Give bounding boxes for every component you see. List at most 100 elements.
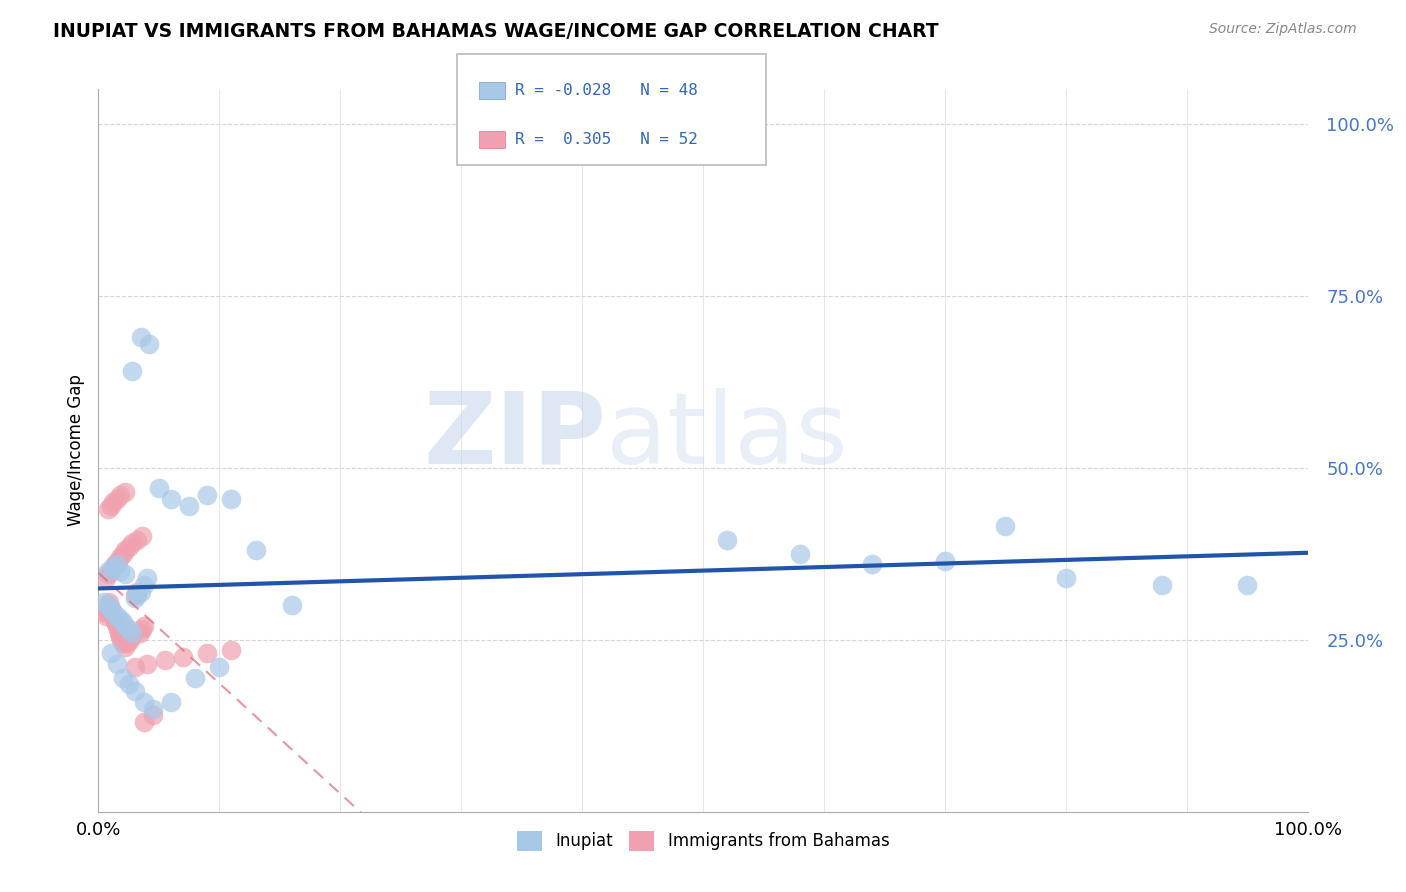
Point — [105, 491, 128, 506]
Point — [108, 564, 131, 578]
Point — [107, 623, 129, 637]
Point — [135, 657, 157, 671]
Point — [184, 671, 207, 685]
Point — [97, 599, 120, 613]
Point — [142, 708, 165, 723]
Point — [111, 636, 134, 650]
Point — [101, 605, 124, 619]
Point — [97, 564, 120, 578]
Point — [100, 605, 122, 619]
Point — [93, 595, 115, 609]
Point — [124, 588, 146, 602]
Point — [114, 640, 136, 654]
Point — [1152, 577, 1174, 591]
Point — [108, 550, 131, 565]
Point — [934, 553, 956, 567]
Point — [101, 608, 124, 623]
Text: ZIP: ZIP — [423, 387, 606, 484]
Point — [124, 684, 146, 698]
Point — [208, 660, 231, 674]
Point — [138, 336, 160, 351]
Point — [97, 567, 120, 582]
Point — [160, 491, 183, 506]
Point — [101, 495, 124, 509]
Point — [121, 625, 143, 640]
Point — [127, 533, 149, 547]
Point — [101, 560, 124, 574]
Point — [114, 567, 136, 582]
Point — [153, 653, 176, 667]
Point — [118, 632, 141, 647]
Point — [111, 547, 134, 561]
Point — [98, 595, 121, 609]
Legend: Inupiat, Immigrants from Bahamas: Inupiat, Immigrants from Bahamas — [510, 824, 896, 857]
Point — [195, 647, 218, 661]
Point — [129, 330, 152, 344]
Point — [107, 553, 129, 567]
Point — [100, 499, 122, 513]
Point — [127, 588, 149, 602]
Point — [134, 695, 156, 709]
Point — [104, 615, 127, 630]
Point — [97, 599, 120, 613]
Point — [195, 488, 218, 502]
Point — [179, 499, 201, 513]
Text: atlas: atlas — [606, 387, 848, 484]
Point — [121, 364, 143, 378]
Point — [131, 623, 153, 637]
Point — [118, 540, 141, 554]
Point — [108, 612, 131, 626]
Point — [93, 605, 115, 619]
Point — [94, 571, 117, 585]
Text: R = -0.028   N = 48: R = -0.028 N = 48 — [515, 83, 697, 98]
Point — [114, 619, 136, 633]
Point — [118, 677, 141, 691]
Point — [1236, 577, 1258, 591]
Point — [97, 502, 120, 516]
Point — [127, 584, 149, 599]
Point — [111, 671, 134, 685]
Point — [1054, 571, 1077, 585]
Point — [101, 560, 124, 574]
Point — [96, 601, 118, 615]
Point — [110, 632, 132, 647]
Point — [789, 547, 811, 561]
Point — [148, 481, 170, 495]
Point — [716, 533, 738, 547]
Point — [160, 695, 183, 709]
Text: Source: ZipAtlas.com: Source: ZipAtlas.com — [1209, 22, 1357, 37]
Point — [114, 484, 136, 499]
Point — [121, 629, 143, 643]
Point — [121, 536, 143, 550]
Point — [103, 612, 125, 626]
Point — [129, 584, 152, 599]
Point — [105, 557, 128, 571]
Point — [221, 491, 243, 506]
Point — [108, 488, 131, 502]
Point — [104, 557, 127, 571]
Point — [100, 601, 122, 615]
Point — [117, 636, 139, 650]
Point — [118, 623, 141, 637]
Text: R =  0.305   N = 52: R = 0.305 N = 52 — [515, 132, 697, 147]
Point — [134, 619, 156, 633]
Point — [124, 660, 146, 674]
Point — [108, 625, 131, 640]
Point — [105, 619, 128, 633]
Point — [100, 564, 122, 578]
Point — [111, 615, 134, 630]
Point — [994, 519, 1017, 533]
Point — [105, 608, 128, 623]
Point — [100, 601, 122, 615]
Point — [245, 543, 267, 558]
Point — [134, 715, 156, 730]
Point — [105, 657, 128, 671]
Point — [108, 629, 131, 643]
Point — [131, 529, 153, 543]
Point — [94, 608, 117, 623]
Y-axis label: Wage/Income Gap: Wage/Income Gap — [66, 375, 84, 526]
Point — [142, 701, 165, 715]
Point — [221, 643, 243, 657]
Point — [114, 543, 136, 558]
Point — [134, 577, 156, 591]
